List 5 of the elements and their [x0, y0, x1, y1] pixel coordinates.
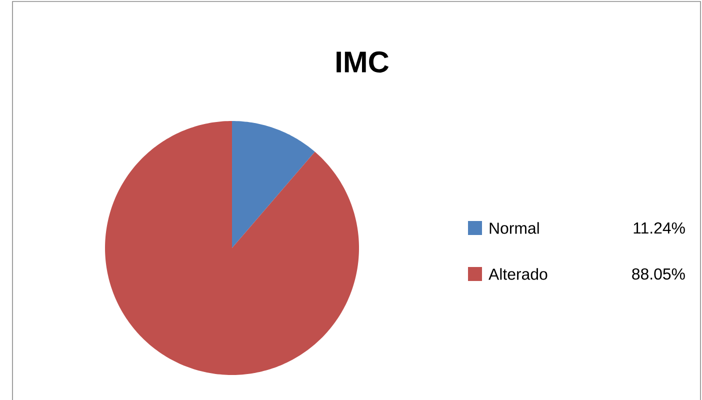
chart-title: IMC	[336, 51, 389, 73]
data-label: 11.24%	[634, 222, 685, 234]
legend-label: Normal	[490, 222, 539, 234]
data-label: 88.05%	[632, 268, 685, 280]
legend-label: Alterado	[488, 268, 548, 280]
